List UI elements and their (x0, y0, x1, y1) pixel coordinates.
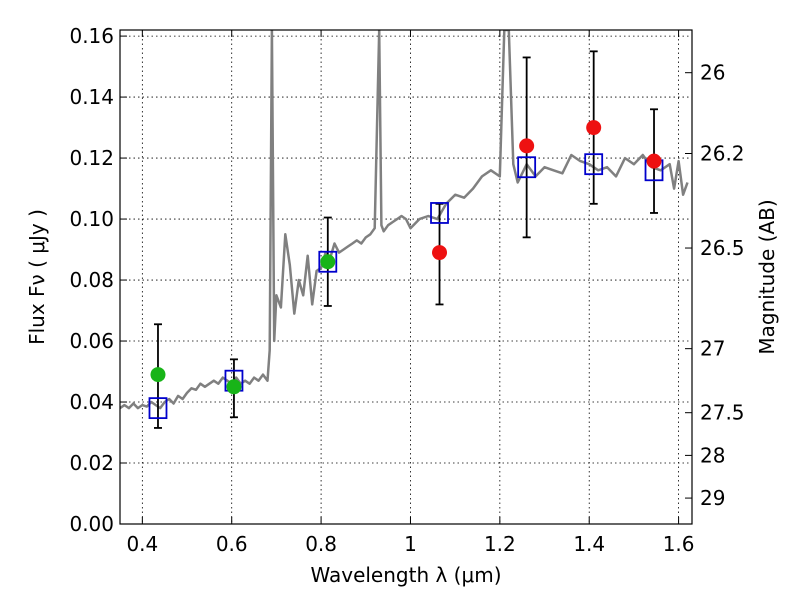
y-tick-label: 0.08 (69, 268, 114, 292)
y-tick-label: 0.02 (69, 451, 114, 475)
y-axis-label: Flux Fν ( μJy ) (25, 209, 49, 345)
model-photometry-square (148, 397, 168, 420)
model-photometry-square (584, 153, 604, 176)
green-data-point (320, 254, 336, 270)
red-data-point (432, 245, 448, 261)
y-tick-label: 0.10 (69, 207, 114, 231)
y-tick-label: 0.14 (69, 85, 114, 109)
x-tick-label: 1.6 (663, 532, 695, 556)
x-tick-label: 1.2 (484, 532, 516, 556)
y2-axis-label: Magnitude (AB) (755, 199, 779, 354)
red-data-point (586, 120, 602, 136)
red-data-point (646, 153, 662, 169)
x-tick-label: 1 (404, 532, 417, 556)
green-data-point (226, 379, 242, 395)
x-tick-label: 1.4 (573, 532, 605, 556)
y2-tick-label: 26.5 (700, 236, 745, 260)
y2-tick-label: 26.2 (700, 142, 745, 166)
plot-frame (119, 29, 693, 525)
y2-tick-label: 29 (700, 486, 725, 510)
model-photometry-square (430, 202, 449, 224)
y-tick-label: 0.04 (69, 390, 114, 414)
green-data-point (150, 367, 166, 383)
x-axis-label: Wavelength λ (μm) (310, 563, 501, 587)
axes: 0.4 0.6 0.8 1 1.2 1.4 1.6 0.00 0.02 0.04 0.06 0.08 0… (69, 24, 744, 556)
y2-tick-label: 27.5 (700, 401, 745, 425)
x-tick-label: 0.4 (126, 532, 158, 556)
y-tick-label: 0.16 (69, 24, 114, 48)
spectrum-line (120, 30, 689, 410)
y-tick-label: 0.12 (69, 146, 114, 170)
red-data-point (519, 138, 535, 154)
y2-tick-label: 27 (700, 337, 725, 361)
plot-area (120, 30, 689, 429)
y-tick-label: 0.00 (69, 512, 114, 536)
model-photometry-square (517, 156, 537, 179)
y2-tick-label: 28 (700, 443, 725, 467)
x-tick-label: 0.8 (305, 532, 337, 556)
y-tick-label: 0.06 (69, 329, 114, 353)
model-photometry-square (318, 250, 338, 273)
x-tick-label: 0.6 (216, 532, 248, 556)
plot-clipped-group (120, 30, 689, 410)
y2-tick-label: 26 (700, 61, 725, 85)
grid (120, 30, 692, 525)
